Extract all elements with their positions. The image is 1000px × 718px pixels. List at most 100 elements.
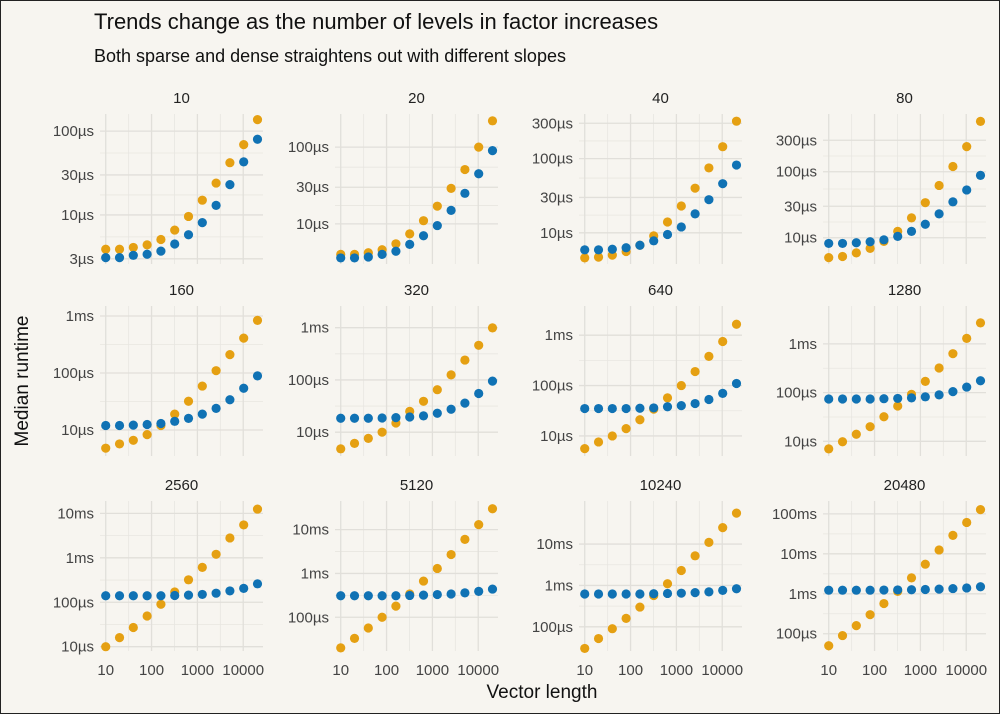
sparse-point	[635, 602, 645, 612]
sparse-point	[934, 180, 944, 191]
dense-point	[474, 169, 484, 179]
panel-title: 5120	[400, 477, 433, 494]
sparse-point	[432, 563, 442, 574]
dense-point	[349, 253, 360, 263]
dense-point	[906, 393, 917, 403]
sparse-point	[142, 430, 152, 440]
sparse-point	[211, 366, 221, 376]
sparse-point	[676, 565, 686, 576]
y-tick-label: 300µs	[532, 115, 573, 132]
y-tick-label: 10µs	[296, 424, 329, 441]
dense-point	[837, 238, 848, 249]
y-tick-label: 100ms	[772, 506, 817, 523]
sparse-point	[225, 533, 235, 543]
dense-point	[114, 252, 125, 263]
sparse-point	[704, 537, 714, 547]
sparse-point	[239, 520, 249, 530]
dense-point	[349, 413, 360, 423]
sparse-point	[128, 435, 138, 445]
sparse-point	[718, 142, 728, 152]
sparse-point	[114, 244, 125, 254]
dense-point	[948, 197, 958, 207]
y-tick-label: 10ms	[536, 536, 573, 553]
panel-10: 10 3µs 10µs 30µs 100µs	[53, 90, 263, 268]
dense-point	[962, 382, 972, 392]
sparse-point	[487, 116, 498, 126]
panel-20: 20 10µs 30µs 100µs	[288, 90, 498, 264]
dense-point	[128, 591, 138, 601]
sparse-point	[662, 579, 673, 589]
dense-point	[593, 245, 604, 255]
sparse-point	[920, 559, 930, 569]
sparse-point	[363, 433, 373, 444]
sparse-point	[920, 198, 930, 208]
sparse-point	[252, 504, 263, 514]
sparse-point	[580, 253, 590, 263]
x-tick-label: 10	[576, 662, 593, 679]
dense-point	[156, 418, 166, 429]
sparse-point	[676, 380, 686, 391]
dense-point	[879, 585, 889, 595]
dense-point	[446, 205, 456, 215]
dense-point	[662, 588, 673, 599]
dense-point	[920, 219, 930, 229]
dense-point	[170, 590, 180, 601]
y-tick-label: 100µs	[53, 123, 94, 140]
sparse-point	[934, 545, 944, 555]
dense-point	[391, 413, 401, 423]
dense-point	[211, 200, 221, 210]
panel-title: 80	[896, 90, 913, 107]
dense-point	[363, 252, 373, 262]
dense-point	[865, 394, 875, 404]
dense-point	[183, 413, 194, 423]
sparse-point	[893, 401, 903, 411]
sparse-point	[731, 508, 742, 518]
dense-point	[731, 378, 742, 389]
y-tick-label: 100µs	[776, 626, 817, 643]
dense-point	[934, 209, 944, 219]
dense-point	[197, 409, 207, 419]
y-tick-label: 100µs	[53, 365, 94, 382]
dense-point	[432, 408, 442, 418]
dense-point	[635, 403, 645, 413]
y-tick-label: 10µs	[61, 639, 94, 656]
y-tick-label: 10ms	[780, 546, 817, 563]
dense-point	[662, 402, 673, 412]
dense-point	[865, 237, 875, 247]
sparse-point	[211, 178, 221, 188]
dense-point	[920, 584, 930, 595]
sparse-point	[474, 142, 484, 152]
y-tick-label: 100µs	[532, 151, 573, 168]
dense-point	[128, 420, 138, 430]
dense-point	[934, 390, 944, 400]
sparse-point	[865, 610, 875, 620]
dense-point	[405, 590, 415, 601]
dense-point	[718, 585, 728, 595]
sparse-point	[690, 551, 700, 561]
sparse-point	[114, 633, 125, 643]
sparse-point	[377, 427, 387, 437]
sparse-point	[474, 520, 484, 530]
panel-title: 20	[408, 90, 425, 107]
sparse-point	[432, 385, 442, 395]
x-tick-label: 10	[97, 662, 114, 679]
sparse-point	[621, 423, 631, 434]
sparse-point	[128, 242, 138, 253]
y-tick-label: 10µs	[540, 225, 573, 242]
panel-40: 40 10µs 30µs 100µs 300µs	[532, 90, 742, 264]
dense-point	[635, 240, 645, 250]
x-tick-label: 1000	[904, 662, 937, 679]
panel-20480: 20480 100µs 1ms 10ms 100ms 10 100 1000 10000	[772, 477, 987, 679]
sparse-point	[621, 613, 631, 623]
y-axis-label: Median runtime	[12, 316, 33, 447]
y-tick-label: 10µs	[296, 216, 329, 233]
sparse-point	[101, 443, 111, 453]
x-tick-label: 1000	[416, 662, 449, 679]
dense-point	[418, 590, 429, 600]
dense-point	[879, 235, 889, 245]
sparse-point	[446, 183, 456, 193]
sparse-point	[418, 396, 429, 406]
dense-point	[128, 250, 138, 260]
y-tick-label: 100µs	[776, 164, 817, 181]
dense-point	[183, 230, 194, 240]
